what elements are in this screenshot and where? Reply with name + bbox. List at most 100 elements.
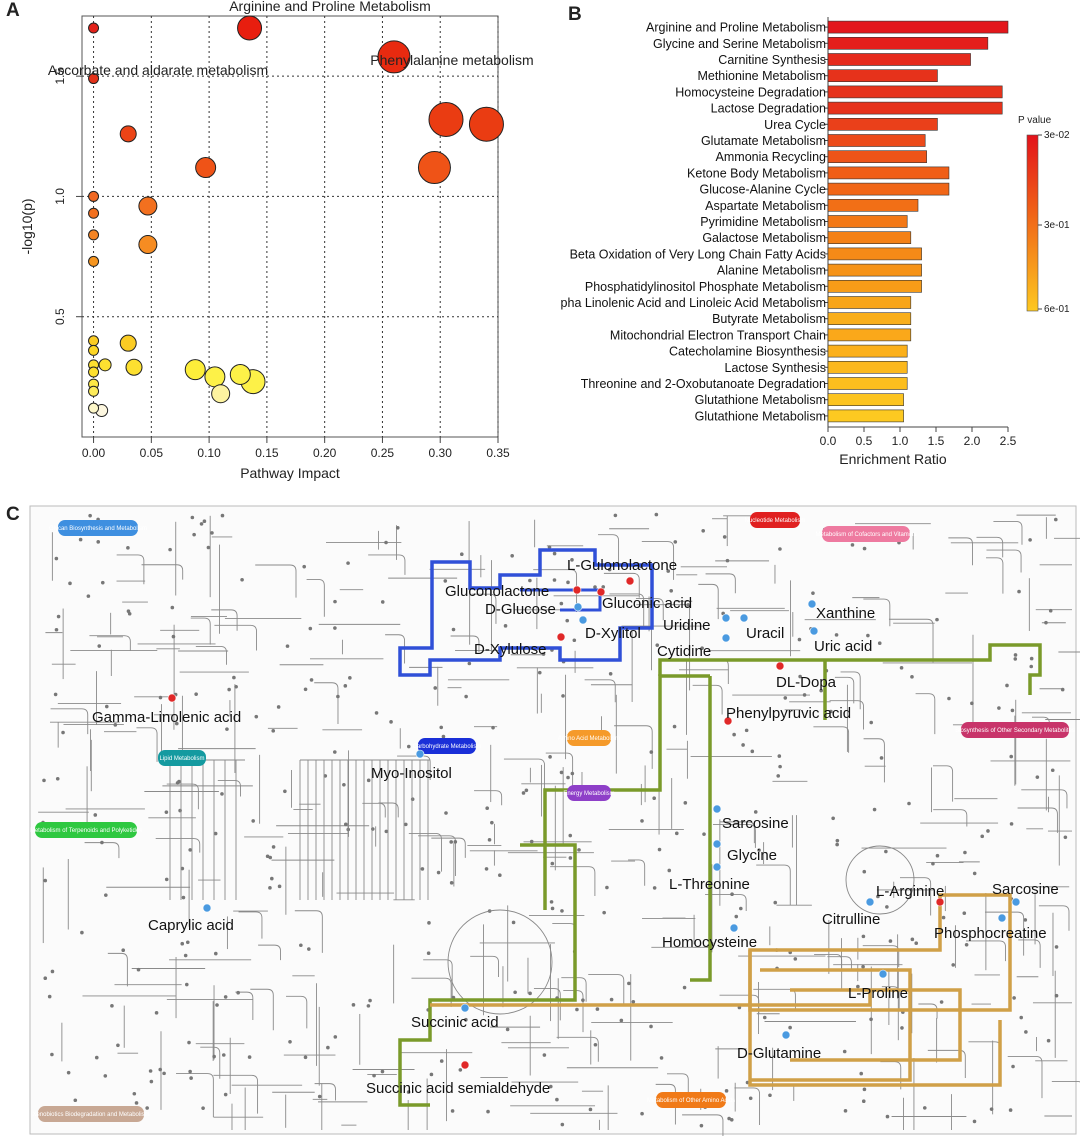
pathway-node [1029, 656, 1034, 661]
pathway-edge [1051, 1080, 1080, 1083]
highlight-path [520, 843, 547, 910]
legend-tick-label: 6e-01 [1044, 304, 1070, 315]
pathway-node [607, 567, 612, 572]
pathway-node [485, 806, 489, 811]
pathway-node [725, 558, 730, 563]
pathway-node [384, 829, 389, 834]
pathway-edge [50, 708, 89, 735]
pathway-node [753, 810, 758, 814]
pathway-node [521, 791, 526, 795]
pathway-edge [450, 635, 480, 653]
bar-category-label: Beta Oxidation of Very Long Chain Fatty … [570, 247, 826, 261]
pathway-node [1013, 653, 1018, 657]
pathway-node [834, 633, 839, 637]
metabolite-dot [460, 1060, 470, 1070]
pathway-edge [863, 738, 885, 783]
pathway-node [605, 885, 609, 890]
metabolite-dot [572, 585, 582, 595]
highlight-path [790, 988, 962, 1062]
pathway-node [549, 900, 554, 904]
pathway-node [601, 585, 606, 589]
pathway-edge [235, 991, 254, 1020]
legend-tick-label: 3e-01 [1044, 220, 1070, 231]
pathway-node [649, 1024, 653, 1029]
pathway-node [732, 732, 736, 737]
pathway-edge [655, 1083, 676, 1125]
pathway-node [631, 999, 636, 1004]
pathway-node [869, 1017, 873, 1022]
pathway-node [164, 810, 169, 814]
pathway-node [683, 801, 688, 805]
pathway-node [570, 558, 574, 562]
pathway-node [366, 1004, 371, 1008]
pathway-edge [641, 541, 675, 580]
pathway-node [148, 1069, 153, 1073]
pathway-node [449, 840, 454, 844]
pathway-node [180, 941, 185, 946]
pathway-node [410, 797, 415, 802]
pathway-edge [682, 1114, 724, 1141]
bubble [88, 255, 100, 267]
pathway-node [1023, 918, 1028, 922]
lipid-comb [169, 759, 430, 900]
pathway-node [972, 871, 977, 876]
pathway-edge [136, 727, 158, 762]
pathway-edge [976, 536, 1004, 558]
pathway-edge [397, 755, 431, 781]
metabolite-dot [729, 923, 739, 933]
metabolite-dot [202, 903, 212, 913]
bubble [468, 106, 504, 142]
metabolite-dot [997, 913, 1007, 923]
pathway-edge [985, 911, 1025, 956]
enrichment-bar-chart: Arginine and Proline Metabolism Glycine a… [549, 17, 1070, 467]
bar [827, 393, 904, 407]
legend-title: P value [1018, 115, 1052, 126]
pathway-edge [533, 988, 561, 1021]
pathway-node [899, 666, 904, 670]
pathway-edge [813, 726, 850, 753]
pathway-node [986, 829, 990, 833]
p-value-colorbar [1026, 134, 1039, 312]
category-pill-label: Metabolism of Terpenoids and Polyketides [30, 828, 142, 834]
pathway-edge [932, 765, 954, 802]
pathway-edge [834, 676, 855, 704]
pathway-node [158, 1067, 163, 1072]
pathway-node [778, 547, 782, 551]
panel-a: A 0.00 0.05 0.10 0.15 0.20 0.25 0.30 0.35 0.5 1.0… [0, 0, 560, 500]
pathway-edge [719, 994, 760, 1014]
pathway-edge [471, 593, 497, 624]
metabolite-dot [739, 613, 749, 623]
pathway-node [372, 1073, 376, 1078]
pathway-node [609, 997, 614, 1002]
pathway-edge [107, 952, 128, 987]
pathway-node [426, 951, 431, 955]
pathway-node [762, 1015, 767, 1020]
pathway-edge [556, 1036, 599, 1062]
pathway-edge [411, 977, 452, 1007]
pathway-node [884, 849, 888, 854]
panel-letter-c: C [6, 504, 20, 525]
bar-category-label: Ammonia Recycling [716, 150, 827, 164]
pathway-node [276, 705, 281, 709]
metabolite-dot [878, 969, 888, 979]
metabolite-label: D-Xylitol [585, 625, 641, 642]
bubble [195, 157, 217, 179]
bar [827, 150, 927, 163]
pathway-node [941, 915, 946, 920]
bubble [88, 402, 100, 414]
pathway-node [389, 720, 393, 724]
bar-category-label: Aspartate Metabolism [705, 199, 826, 213]
pathway-node [667, 868, 672, 873]
pathway-node [768, 1093, 772, 1098]
pathway-node [54, 556, 59, 561]
panel-c: C Glycan Biosynthesis and Metabolism Nucl… [0, 500, 1080, 1141]
pathway-node [54, 627, 59, 632]
bubble [184, 359, 206, 381]
bar [827, 377, 908, 390]
pathway-edge [863, 598, 891, 627]
bar [827, 182, 950, 196]
pathway-node [467, 661, 472, 666]
pathway-edge [966, 940, 1006, 962]
pathway-edge [431, 837, 466, 858]
pathway-node [348, 676, 352, 680]
